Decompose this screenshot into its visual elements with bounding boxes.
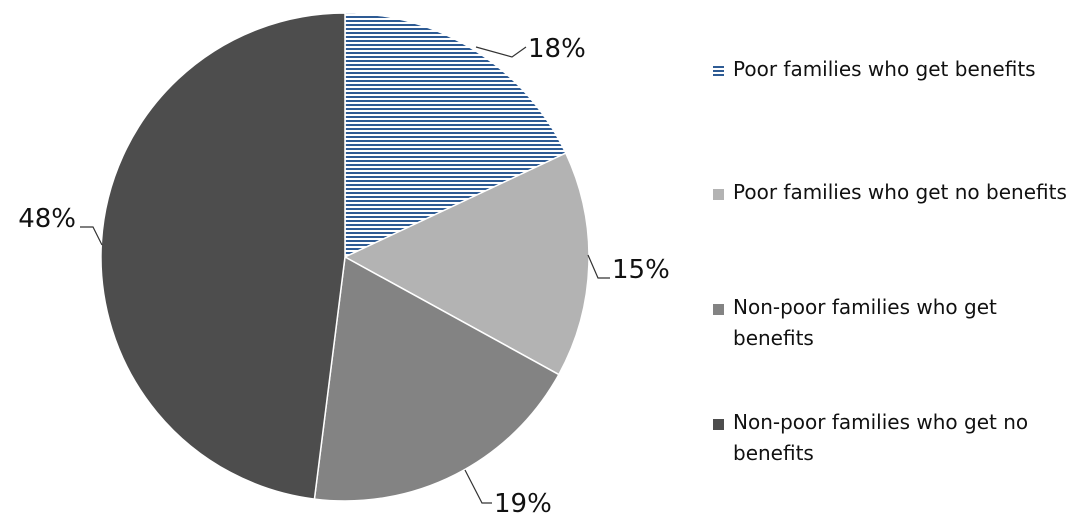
leader-line-nonpoor-no-benefits <box>80 226 103 246</box>
legend-item-nonpoor-benefits: Non-poor families who get benefits <box>713 295 1070 354</box>
legend-swatch-nonpoor-no-benefits <box>713 419 724 430</box>
legend-label: Non-poor families who get no benefits <box>733 410 1029 465</box>
leader-line-poor-no-benefits <box>587 254 610 279</box>
data-label-poor-no-benefits: 15% <box>612 255 670 285</box>
legend-label: Poor families who get no benefits <box>733 180 1067 204</box>
data-label-poor-benefits: 18% <box>528 34 586 64</box>
data-label-nonpoor-benefits: 19% <box>494 489 552 515</box>
legend-item-poor-no-benefits: Poor families who get no benefits <box>713 180 1070 208</box>
legend-item-nonpoor-no-benefits: Non-poor families who get no benefits <box>713 410 1070 469</box>
pie-slices <box>100 12 590 502</box>
pie-slice-nonpoor-benefits <box>313 255 560 502</box>
leader-lines <box>80 46 610 504</box>
leader-line-nonpoor-benefits <box>464 469 492 504</box>
leader-line-poor-benefits <box>475 46 527 58</box>
legend-label: Non-poor families who get benefits <box>733 295 997 350</box>
pie-slice-poor-no-benefits <box>343 152 590 376</box>
data-label-nonpoor-no-benefits: 48% <box>18 204 76 234</box>
legend-swatch-poor-no-benefits <box>713 189 724 200</box>
pie-slice-poor-benefits <box>344 12 567 259</box>
legend-label: Poor families who get benefits <box>733 57 1036 81</box>
pie-slice-nonpoor-no-benefits <box>100 12 346 500</box>
legend-swatch-nonpoor-benefits <box>713 304 724 315</box>
legend-swatch-poor-benefits <box>713 66 724 77</box>
data-labels: 18% 15% 19% 48% <box>18 34 670 515</box>
legend-item-poor-benefits: Poor families who get benefits <box>713 57 1070 85</box>
